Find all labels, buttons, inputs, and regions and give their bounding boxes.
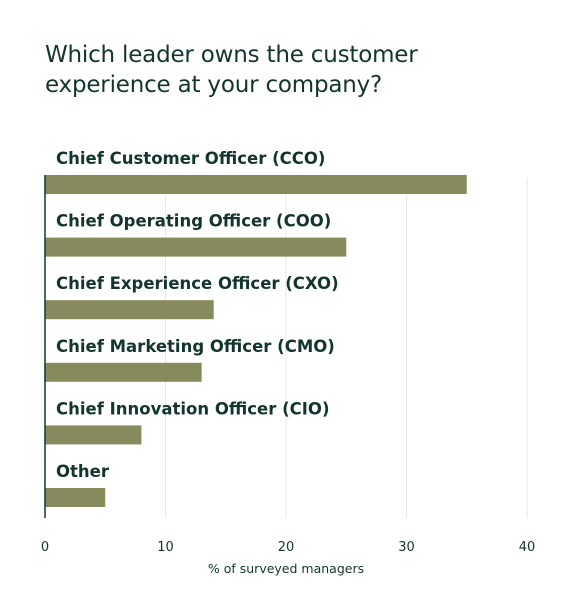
bar-2 [45, 237, 347, 257]
category-labels: Chief Customer Officer (CCO) Chief Operat… [56, 149, 339, 481]
bar-1 [45, 175, 467, 194]
x-axis-label: % of surveyed managers [208, 561, 364, 576]
category-label-2: Chief Operating Officer (COO) [56, 212, 331, 231]
x-tick-label-10: 10 [157, 540, 174, 555]
bar-4 [45, 362, 202, 382]
category-label-4: Chief Marketing Officer (CMO) [56, 337, 335, 356]
category-label-3: Chief Experience Officer (CXO) [56, 274, 339, 293]
bar-3 [45, 300, 214, 320]
x-tick-label-0: 0 [41, 540, 49, 555]
bar-6 [45, 488, 106, 507]
chart-title: Which leader owns the customer experienc… [45, 42, 418, 98]
x-tick-label-20: 20 [278, 540, 295, 555]
bar-5 [45, 425, 142, 445]
grid-lines [165, 178, 528, 518]
x-tick-label-40: 40 [519, 540, 536, 555]
category-label-6: Other [56, 462, 110, 481]
category-label-5: Chief Innovation Officer (CIO) [56, 399, 330, 418]
x-tick-label-30: 30 [398, 540, 415, 555]
category-label-1: Chief Customer Officer (CCO) [56, 149, 325, 168]
bars [45, 175, 467, 507]
x-axis-ticks: 0 10 20 30 40 [41, 540, 535, 555]
